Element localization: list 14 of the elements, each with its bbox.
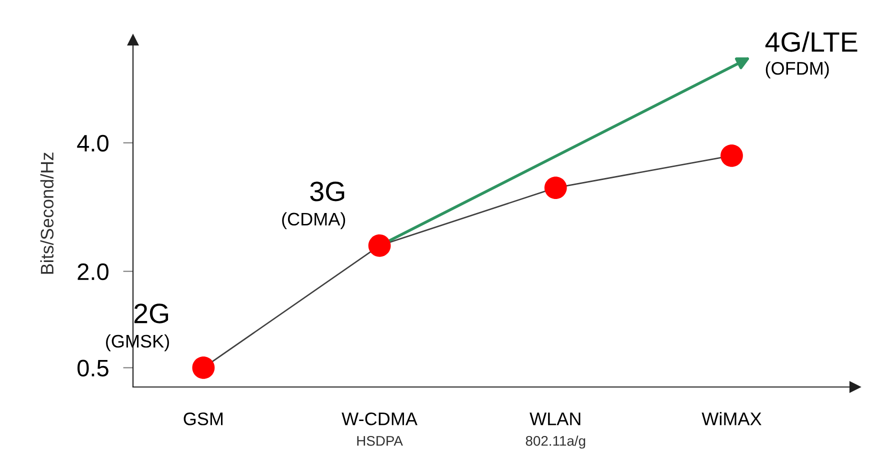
- point: [720, 144, 743, 167]
- x-tick-label: WiMAX: [702, 412, 762, 426]
- y-axis-title: Bits/Second/Hz: [40, 152, 54, 274]
- x-tick-label: WLAN 802.11a/g: [526, 412, 586, 449]
- point: [192, 356, 215, 379]
- annotation: 4G/LTE (OFDM): [765, 31, 858, 78]
- y-tick-label: 0.5: [77, 360, 108, 377]
- y-tick-label: 2.0: [78, 263, 108, 280]
- x-tick-label: GSM: [184, 412, 223, 426]
- point: [544, 176, 567, 199]
- y-tick-label: 4.0: [77, 134, 108, 152]
- annotation: 3G (CDMA): [282, 182, 346, 230]
- point: [368, 234, 391, 257]
- x-tick-label: W-CDMA HSDPA: [342, 412, 418, 446]
